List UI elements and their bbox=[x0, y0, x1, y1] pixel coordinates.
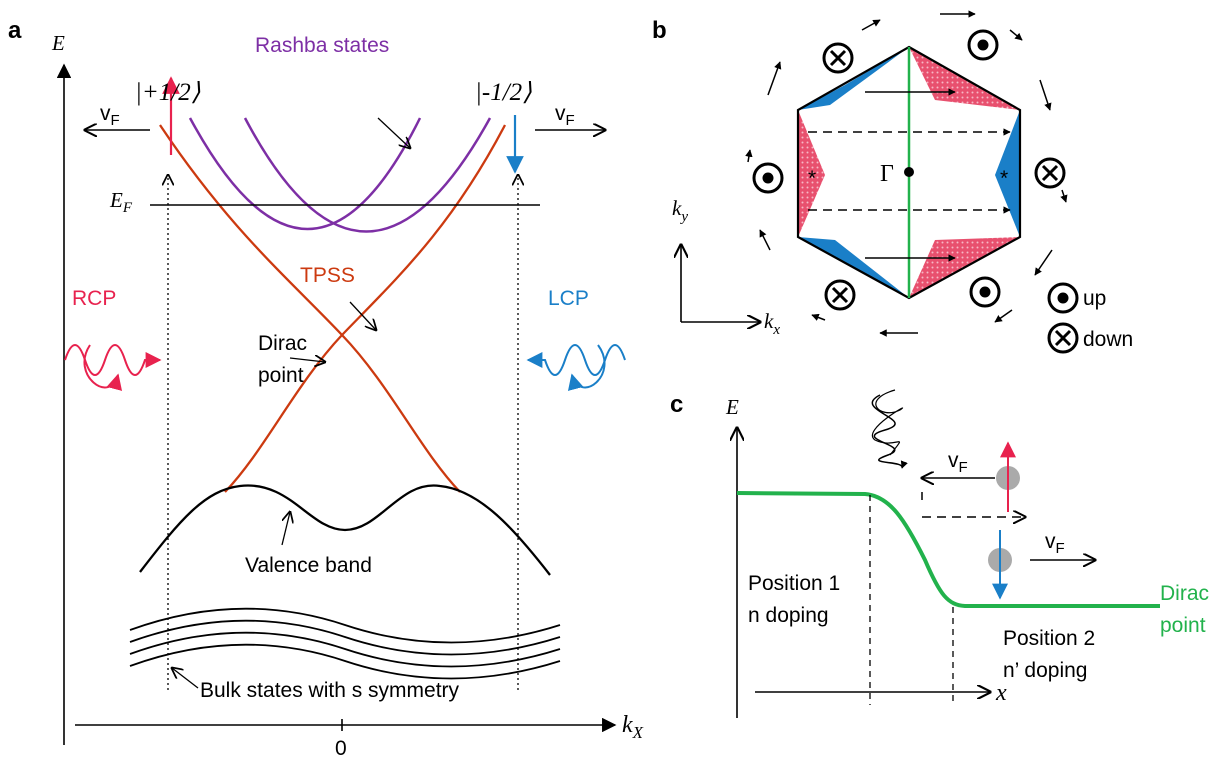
spin-symbols-path bbox=[831, 51, 845, 65]
rashba-band bbox=[245, 118, 490, 232]
pointer bbox=[172, 668, 198, 688]
panel-label: b bbox=[652, 17, 667, 44]
spin-symbols-path bbox=[833, 288, 847, 302]
fermi-main: E bbox=[109, 188, 123, 212]
panel-label: a bbox=[8, 17, 22, 44]
spin-arrows-line bbox=[760, 230, 770, 250]
velocity-label: vF bbox=[555, 102, 575, 129]
axis-label: kX bbox=[622, 712, 644, 742]
spin-symbols-circle bbox=[1059, 294, 1067, 302]
spin-symbols-circle bbox=[979, 41, 987, 49]
rcp-wave bbox=[84, 345, 118, 387]
axis-label-sub: X bbox=[632, 723, 644, 742]
light-wave bbox=[872, 390, 902, 455]
velocity-label: vF bbox=[100, 102, 120, 129]
spin-symbols-path bbox=[1056, 331, 1070, 345]
bulk-label: Bulk states with s symmetry bbox=[200, 679, 460, 702]
velocity-sub: F bbox=[1056, 540, 1065, 557]
dirac-label: point bbox=[258, 364, 304, 387]
position-label: n’ doping bbox=[1003, 659, 1087, 682]
ket-label: |+1/2⟩ bbox=[135, 79, 201, 106]
legend-label: up bbox=[1083, 287, 1106, 310]
dirac-label: Dirac bbox=[1160, 582, 1209, 605]
spin-symbols-circle bbox=[981, 288, 989, 296]
axis-label: ky bbox=[672, 196, 688, 225]
spin-arrows-line bbox=[862, 20, 880, 30]
axis-label: E bbox=[51, 31, 65, 55]
axis-label: x bbox=[995, 680, 1007, 706]
dirac-label: Dirac bbox=[258, 332, 307, 355]
gamma-point bbox=[904, 167, 914, 177]
lcp-wave bbox=[528, 345, 625, 375]
spin-arrows-line bbox=[1062, 190, 1066, 202]
spin-arrows-line bbox=[1035, 250, 1052, 275]
position-label: Position 2 bbox=[1003, 627, 1095, 650]
pointer bbox=[282, 512, 290, 545]
light-wave bbox=[872, 395, 902, 468]
axis-label-sub: y bbox=[679, 209, 688, 225]
origin-label: 0 bbox=[335, 737, 347, 760]
position-label: n doping bbox=[748, 604, 829, 627]
lcp-label: LCP bbox=[548, 287, 589, 310]
valence-label: Valence band bbox=[245, 554, 372, 577]
velocity-sub: F bbox=[111, 112, 120, 129]
axis-label: E bbox=[725, 395, 739, 419]
pointer bbox=[350, 302, 376, 330]
velocity-main: v bbox=[1045, 530, 1056, 553]
velocity-main: v bbox=[948, 449, 959, 472]
axis-label: kx bbox=[764, 309, 780, 338]
spin-symbols-path bbox=[1043, 166, 1057, 180]
rcp-label: RCP bbox=[72, 287, 116, 310]
panel-b: b Γ * * ky kx up down bbox=[652, 14, 1133, 352]
panel-label: c bbox=[670, 391, 683, 418]
spin-arrows-line bbox=[748, 150, 750, 162]
velocity-main: v bbox=[555, 102, 566, 125]
fermi-label: EF bbox=[109, 188, 133, 216]
velocity-label: vF bbox=[1045, 530, 1065, 557]
spin-arrows-line bbox=[995, 310, 1012, 322]
spin-arrows-line bbox=[1010, 30, 1022, 40]
pointer bbox=[378, 118, 410, 148]
spin-arrows-line bbox=[1040, 80, 1050, 110]
ket-label: |-1/2⟩ bbox=[475, 79, 532, 106]
dirac-label: point bbox=[1160, 614, 1206, 637]
spin-arrows-line bbox=[768, 62, 780, 95]
legend-label: down bbox=[1083, 328, 1133, 351]
axis-label-sub: x bbox=[772, 322, 780, 338]
panel-a: a E 0 kX Rashba states TPSS Dirac point … bbox=[8, 17, 644, 760]
gamma-label: Γ bbox=[880, 161, 894, 187]
velocity-main: v bbox=[100, 102, 111, 125]
tpss-label: TPSS bbox=[300, 264, 355, 287]
tpss-band bbox=[160, 125, 460, 492]
fermi-sub: F bbox=[122, 200, 133, 216]
rcp-wave bbox=[65, 345, 160, 375]
rashba-label: Rashba states bbox=[255, 34, 389, 57]
velocity-sub: F bbox=[566, 112, 575, 129]
spin-arrows-line bbox=[812, 315, 825, 320]
star: * bbox=[1000, 167, 1008, 190]
velocity-sub: F bbox=[959, 459, 968, 476]
star: * bbox=[808, 167, 816, 190]
velocity-label: vF bbox=[948, 449, 968, 476]
position-label: Position 1 bbox=[748, 572, 840, 595]
panel-c: c E x Position 1 n doping Position 2 n’ … bbox=[670, 390, 1209, 718]
figure: a E 0 kX Rashba states TPSS Dirac point … bbox=[0, 0, 1225, 761]
spin-symbols-circle bbox=[764, 174, 772, 182]
axis-label-main: k bbox=[622, 712, 633, 738]
tpss-band bbox=[225, 125, 505, 492]
